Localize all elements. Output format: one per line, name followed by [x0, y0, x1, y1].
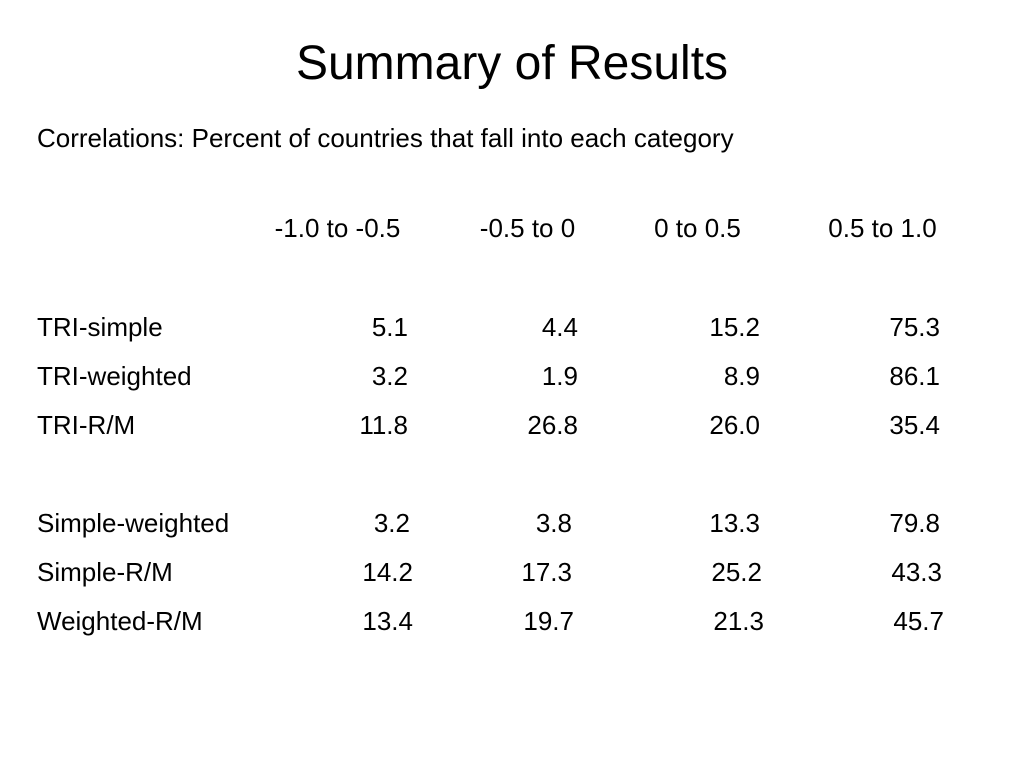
row-value: 3.2 — [371, 361, 408, 391]
row-value: 13.4 — [362, 606, 413, 636]
row-label: Weighted-R/M — [37, 606, 203, 636]
row-value: 43.3 — [891, 557, 942, 587]
row-value: 35.4 — [889, 410, 940, 440]
row-value: 14.2 — [362, 557, 413, 587]
row-value: 25.2 — [711, 557, 762, 587]
row-value: 11.8 — [359, 410, 408, 440]
row-value: 3.8 — [535, 508, 572, 538]
row-value: 3.2 — [373, 508, 410, 538]
row-label: TRI-simple — [37, 312, 163, 342]
row-value: 8.9 — [723, 361, 760, 391]
row-value: 15.2 — [709, 312, 760, 342]
row-label: Simple-weighted — [37, 508, 230, 538]
row-label: TRI-R/M — [37, 410, 136, 440]
row-value: 26.0 — [709, 410, 760, 440]
column-header: 0 to 0.5 — [654, 213, 741, 243]
column-header: -1.0 to -0.5 — [274, 213, 401, 243]
row-value: 4.4 — [541, 312, 578, 342]
row-value: 5.1 — [371, 312, 408, 342]
row-label: Simple-R/M — [37, 557, 173, 587]
row-value: 17.3 — [521, 557, 572, 587]
row-value: 79.8 — [889, 508, 940, 538]
row-value: 13.3 — [709, 508, 760, 538]
slide-subtitle: Correlations: Percent of countries that … — [37, 123, 734, 153]
row-value: 45.7 — [893, 606, 944, 636]
row-label: TRI-weighted — [37, 361, 192, 391]
row-value: 1.9 — [541, 361, 578, 391]
row-value: 86.1 — [889, 361, 940, 391]
row-value: 75.3 — [889, 312, 940, 342]
row-value: 19.7 — [523, 606, 574, 636]
row-value: 21.3 — [713, 606, 764, 636]
column-header: -0.5 to 0 — [479, 213, 576, 243]
column-header: 0.5 to 1.0 — [828, 213, 937, 243]
row-value: 26.8 — [527, 410, 578, 440]
slide-title: Summary of Results — [295, 37, 729, 90]
